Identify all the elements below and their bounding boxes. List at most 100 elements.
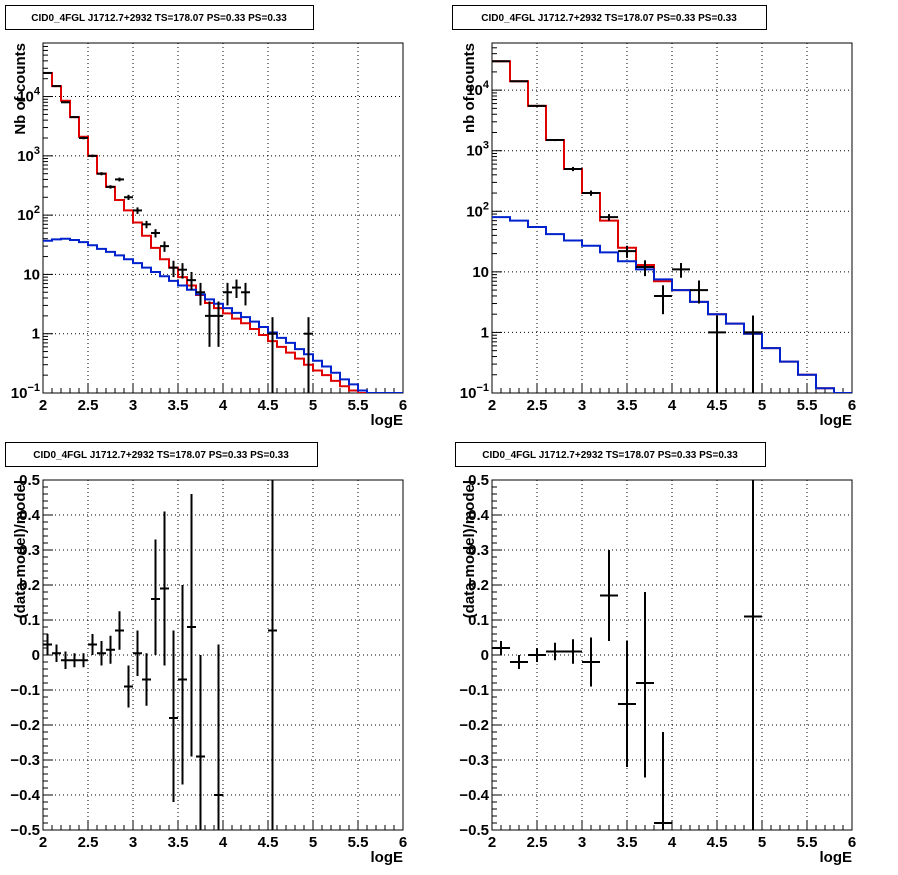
data-point — [510, 80, 528, 83]
y-tick-label: 10 — [23, 266, 40, 283]
x-tick-label: 6 — [848, 834, 856, 851]
x-tick-label: 3.5 — [617, 397, 638, 414]
y-tick-label: 0.5 — [468, 472, 489, 489]
y-tick-label-exponent: −1 — [476, 382, 489, 394]
x-tick-label: 2.5 — [78, 834, 99, 851]
x-tick-label: 2 — [39, 834, 47, 851]
chart-title: CID0_4FGL J1712.7+2932 TS=178.07 PS=0.33… — [31, 13, 287, 24]
chart-title-box — [455, 442, 766, 467]
data-point — [214, 644, 223, 830]
x-tick-label: 3 — [129, 834, 137, 851]
data-point — [169, 260, 178, 278]
x-tick-label: 5.5 — [797, 397, 818, 414]
data-point — [564, 166, 582, 172]
data-point — [133, 207, 142, 214]
grid-lines — [43, 43, 403, 393]
grid-lines — [492, 43, 852, 393]
y-axis: −0.5 −0.4 −0.3 −0.2 −0.1 0 0.1 0.2 0.3 0.4 0.5(dat… — [10, 472, 53, 839]
y-axis-title: (data-model)/model — [461, 480, 478, 618]
y-tick-label: 0.3 — [468, 542, 489, 559]
data-point — [160, 241, 169, 252]
data-point — [564, 639, 582, 664]
data-point — [546, 139, 564, 142]
data-point — [618, 245, 636, 258]
grid-lines — [492, 480, 852, 830]
y-tick-label-base: 10 — [466, 203, 483, 220]
data-point — [744, 480, 762, 830]
x-axis-title: logE — [820, 412, 853, 429]
x-tick-label: 3 — [578, 834, 586, 851]
data-point — [178, 263, 187, 279]
data-point — [492, 641, 510, 655]
data-point — [106, 185, 115, 189]
y-tick-label: 0 — [32, 647, 40, 664]
y-tick-label: 0.4 — [468, 507, 490, 524]
x-tick-label: 6 — [399, 397, 407, 414]
chart-title: CID0_4FGL J1712.7+2932 TS=178.07 PS=0.33… — [33, 450, 289, 461]
total-model-line — [43, 71, 403, 393]
y-tick-label-base: 10 — [17, 148, 34, 165]
y-tick-label-base: 10 — [11, 385, 28, 402]
y-tick-label-exponent: 2 — [34, 204, 40, 216]
y-tick-label-base: 10 — [460, 385, 477, 402]
chart-title-box — [5, 442, 318, 467]
x-tick-label: 4 — [668, 834, 677, 851]
data-point — [636, 260, 654, 277]
data-point — [528, 104, 546, 107]
y-tick-label: 0.2 — [19, 577, 40, 594]
data-point — [115, 611, 124, 650]
data-point — [115, 177, 124, 182]
data-points — [43, 480, 277, 830]
x-tick-label: 4 — [219, 397, 228, 414]
y-tick-label: 0.1 — [468, 612, 489, 629]
data-point — [97, 172, 106, 176]
y-tick-label: 0.1 — [19, 612, 40, 629]
data-point — [528, 648, 546, 662]
panel-bottom-left: CID0_4FGL J1712.7+2932 TS=178.07 PS=0.33… — [5, 442, 407, 866]
y-tick-label: −0.5 — [459, 822, 489, 839]
plot-area — [492, 60, 852, 393]
data-point — [43, 634, 52, 655]
x-tick-label: 3 — [578, 397, 586, 414]
data-point — [70, 116, 79, 119]
y-tick-label: 104 — [17, 86, 41, 106]
data-point — [151, 229, 160, 238]
y-tick-label: 103 — [17, 145, 40, 165]
data-point — [79, 653, 88, 668]
x-tick-label: 3.5 — [617, 834, 638, 851]
x-tick-label: 2 — [39, 397, 47, 414]
y-tick-label-exponent: 4 — [483, 79, 490, 91]
panel-top-right: CID0_4FGL J1712.7+2932 TS=178.07 PS=0.33… — [452, 5, 856, 429]
x-tick-label: 2.5 — [527, 397, 548, 414]
data-point — [600, 214, 618, 221]
x-axis-title: logE — [371, 412, 404, 429]
data-point — [124, 194, 133, 200]
x-tick-label: 2.5 — [78, 397, 99, 414]
data-point — [654, 732, 672, 830]
plot-area — [43, 480, 277, 830]
data-point — [744, 315, 762, 393]
data-point — [690, 280, 708, 304]
y-tick-label-base: 10 — [466, 82, 483, 99]
x-tick-label: 4.5 — [258, 834, 279, 851]
x-tick-label: 2.5 — [527, 834, 548, 851]
x-tick-label: 4 — [668, 397, 677, 414]
data-point — [546, 642, 564, 661]
x-tick-label: 4.5 — [258, 397, 279, 414]
y-tick-label-exponent: 4 — [34, 86, 41, 98]
data-points — [43, 71, 313, 393]
panel-top-left: CID0_4FGL J1712.7+2932 TS=178.07 PS=0.33… — [5, 5, 407, 429]
y-tick-label-base: 10 — [17, 89, 34, 106]
x-tick-label: 6 — [848, 397, 856, 414]
data-point — [636, 592, 654, 778]
data-point — [187, 494, 196, 757]
y-tick-label-exponent: 2 — [483, 200, 489, 212]
x-tick-label: 4.5 — [707, 397, 728, 414]
data-point — [106, 635, 115, 664]
data-point — [61, 101, 70, 104]
data-point — [124, 665, 133, 708]
y-tick-label: −0.4 — [10, 787, 40, 804]
y-tick-label: −0.3 — [459, 752, 489, 769]
data-point — [133, 630, 142, 676]
y-tick-label: −0.3 — [10, 752, 40, 769]
